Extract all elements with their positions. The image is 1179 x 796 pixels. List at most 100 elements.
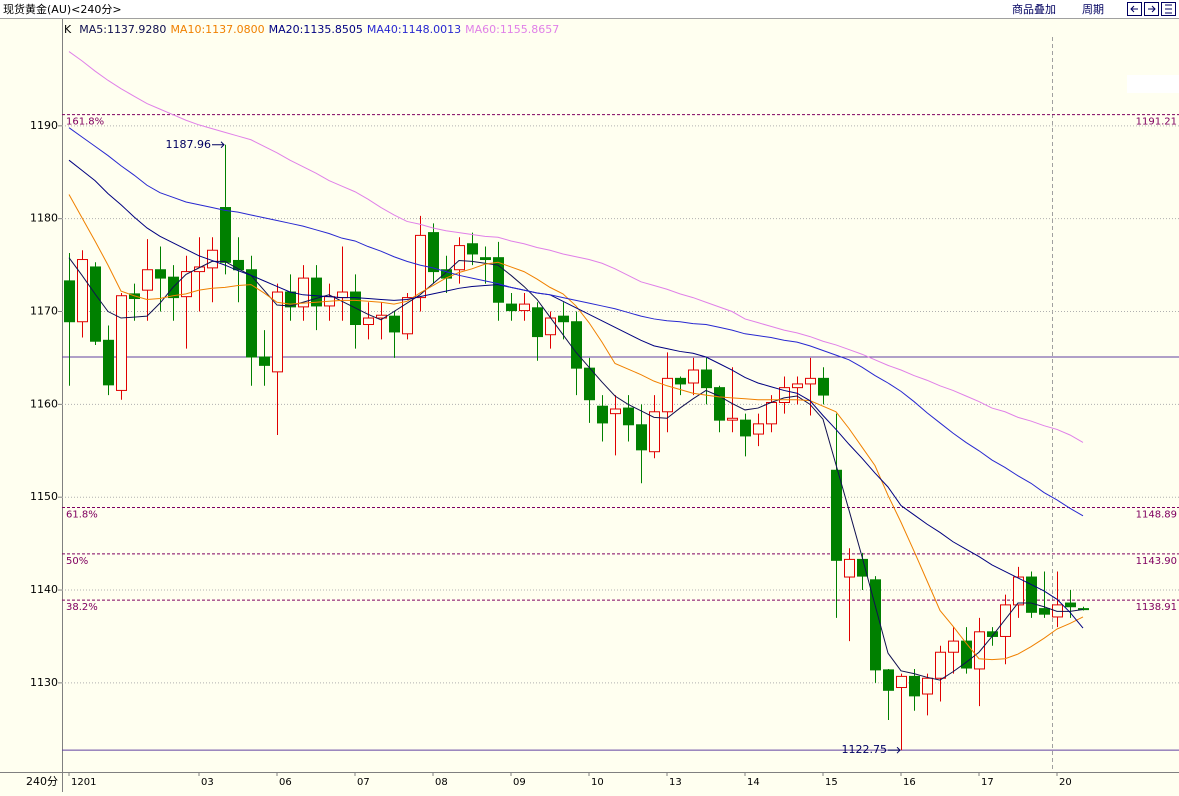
legend-entry: MA10:1137.0800 [170,23,264,36]
candle-body [753,423,764,435]
period-label: 240分 [26,775,58,788]
candle-body [233,259,244,271]
period-button[interactable]: 周期 [1082,3,1104,16]
x-tick-label: 16 [903,777,916,788]
y-tick-label: 1140 [30,583,58,596]
candle-body [623,407,634,426]
candle-body [519,303,530,312]
candle-body [909,675,920,697]
candle-body [389,315,400,333]
candle-body [194,266,205,273]
candle-body [948,640,959,653]
y-tick-label: 1180 [30,212,58,225]
candle-body [649,411,660,453]
x-tick-label: 13 [669,777,682,788]
candle-body [1000,604,1011,637]
x-tick-label: 08 [435,777,448,788]
candle-body [298,277,309,308]
candle-body [675,377,686,385]
y-tick-label: 1150 [30,490,58,503]
legend-entry: MA20:1135.8505 [269,23,363,36]
y-tick-label: 1130 [30,676,58,689]
fib-name: 50% [66,556,88,567]
candle-body [610,408,621,415]
fib-value: 1138.91 [1136,602,1177,613]
candle-body [415,234,426,299]
candle-body [1078,608,1089,611]
candle-body [272,291,283,373]
candle-body [493,257,504,303]
legend-entry: MA5:1137.9280 [79,23,166,36]
nav-icons[interactable] [1127,2,1176,16]
candle-body [545,317,556,336]
candle-body [883,669,894,691]
legend-entry: MA60:1155.8657 [465,23,559,36]
ma-line [68,257,1084,681]
candle-body [571,321,582,369]
legend-entry: MA40:1148.0013 [367,23,461,36]
candle-body [896,675,907,689]
candle-body [857,558,868,577]
candle-body [1065,602,1076,608]
candle-body [688,369,699,384]
candle-body [701,369,712,389]
candle-body [597,405,608,424]
candle-body [337,291,348,299]
y-tick-label: 1160 [30,397,58,410]
candle-body [116,295,127,391]
overlay-button[interactable]: 商品叠加 [1012,2,1056,16]
fib-value: 1191.21 [1136,117,1177,128]
min-annotation: 1122.75 [842,743,888,756]
x-tick-label: 03 [201,777,214,788]
candle-body [402,297,413,335]
candle-body [935,651,946,679]
x-tick-label: 10 [591,777,604,788]
header-bar [0,0,1179,18]
candle-body [961,640,972,669]
x-tick-label: 14 [747,777,760,788]
max-annotation: 1187.96 [166,138,212,151]
x-tick-label: 17 [981,777,994,788]
candle-body [103,339,114,386]
candle-body [454,245,465,271]
candle-body [974,631,985,670]
candle-body [662,377,673,413]
y-tick-label: 1190 [30,119,58,132]
candle-body [792,383,803,389]
x-tick-label: 06 [279,777,292,788]
candle-body [363,317,374,326]
x-tick-label: 15 [825,777,838,788]
ma-line [68,51,1084,443]
y-tick-label: 1170 [30,305,58,318]
candle-body [1013,576,1024,606]
max-arrow [212,141,225,149]
candle-body [428,232,439,273]
legend-kind: K [64,23,72,36]
candle-body [246,269,257,358]
candle-body [480,257,491,261]
fib-name: 38.2% [66,602,98,613]
y-axis-area [0,19,62,792]
candle-body [805,377,816,385]
candle-body [740,419,751,437]
candle-body [727,417,738,421]
candle-body [64,280,75,323]
candle-body [220,207,231,263]
candle-body [831,469,842,561]
ma-line [68,159,1084,629]
ma-line [68,127,1084,517]
candle-body [77,259,88,323]
candle-body [259,356,270,366]
fib-value: 1148.89 [1136,510,1177,521]
candle-body [142,269,153,291]
candle-body [90,266,101,342]
candle-body [532,307,543,338]
candle-body [155,269,166,279]
candle-body [584,367,595,401]
candle-body [714,387,725,421]
candle-body [311,277,322,307]
fib-name: 61.8% [66,510,98,521]
fib-value: 1143.90 [1136,556,1177,567]
